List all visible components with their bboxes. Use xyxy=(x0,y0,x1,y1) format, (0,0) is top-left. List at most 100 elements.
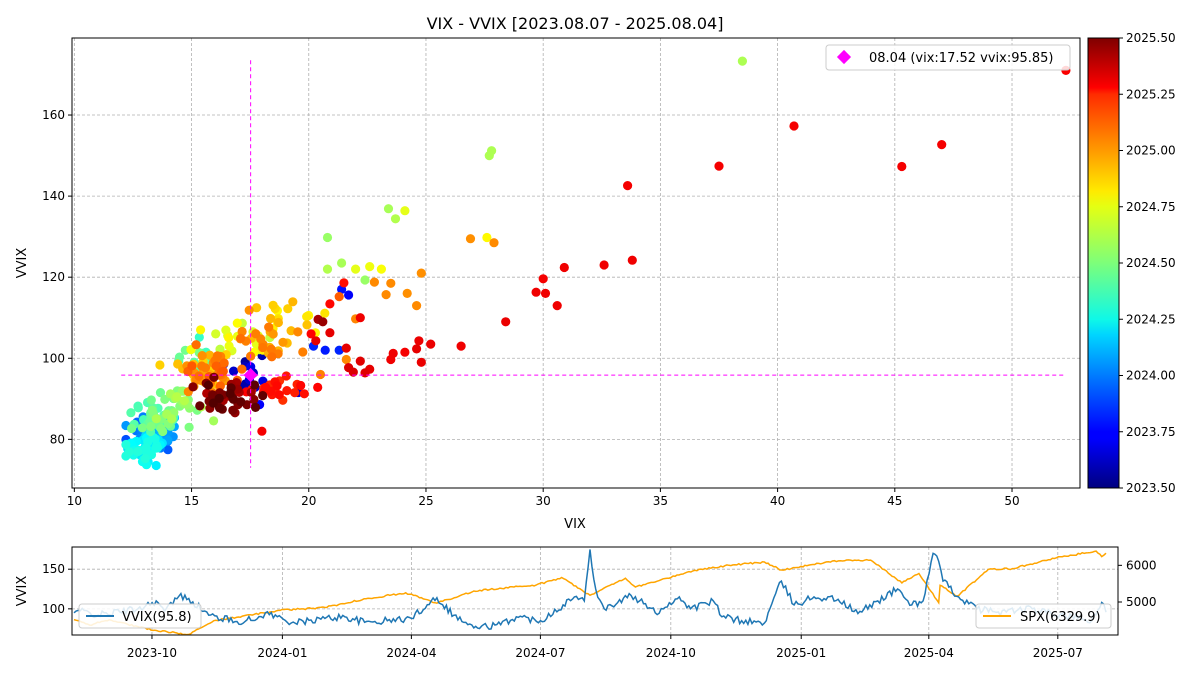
legend-spx-box xyxy=(975,603,1112,629)
scatter-point xyxy=(412,301,422,311)
colorbar-tick-label: 2025.25 xyxy=(1126,87,1176,101)
scatter-point xyxy=(124,447,134,457)
scatter-point xyxy=(386,354,396,365)
x-tick-label: 35 xyxy=(653,494,668,508)
scatter-point xyxy=(322,264,333,274)
main-axis-ticks: 10 15 20 25 30 35 40 45 50 80 100 120 140 160 xyxy=(42,108,1020,508)
scatter-point xyxy=(282,386,292,396)
scatter-point xyxy=(334,345,344,355)
scatter-point xyxy=(203,380,213,390)
colorbar-gradient xyxy=(1087,37,1120,489)
scatter-point xyxy=(414,336,424,346)
scatter-point xyxy=(151,443,161,453)
scatter-point xyxy=(376,264,386,274)
scatter-point xyxy=(229,366,239,376)
scatter-point xyxy=(278,337,288,347)
scatter-point xyxy=(257,426,267,436)
scatter-point xyxy=(167,414,177,424)
scatter-point xyxy=(400,347,410,357)
scatter-point xyxy=(400,206,410,216)
scatter-point xyxy=(623,181,633,191)
bottom-y-axis-label: VVIX xyxy=(15,576,30,607)
scatter-point xyxy=(195,401,205,411)
scatter-point xyxy=(197,361,207,371)
scatter-point xyxy=(456,341,466,351)
scatter-point xyxy=(140,453,150,464)
scatter-point xyxy=(133,403,143,413)
x-tick-label: 30 xyxy=(536,494,551,508)
vvix-tick-label: 100 xyxy=(42,602,65,616)
scatter-point xyxy=(264,322,274,332)
scatter-point xyxy=(246,362,256,372)
colorbar-ticks: 2023.50 2023.75 2024.00 2024.25 2024.50 2024.… xyxy=(1119,31,1176,495)
scatter-point xyxy=(412,344,422,354)
scatter-point xyxy=(937,140,947,150)
scatter-point xyxy=(214,393,224,403)
scatter-point xyxy=(306,329,316,339)
scatter-point xyxy=(224,341,234,351)
scatter-point xyxy=(252,303,262,313)
scatter-point xyxy=(320,345,330,355)
scatter-point xyxy=(249,380,260,390)
bottom-series-lines xyxy=(73,549,1107,635)
scatter-point xyxy=(334,292,344,302)
scatter-point xyxy=(151,414,161,424)
main-plot-frame xyxy=(71,37,1081,489)
legend: 08.04 (vix:17.52 vvix:95.85) xyxy=(825,44,1071,71)
scatter-point xyxy=(179,396,189,406)
scatter-point xyxy=(381,290,391,300)
x-tick-label: 40 xyxy=(770,494,785,508)
time-tick-label: 2024-07 xyxy=(515,646,565,660)
scatter-point xyxy=(293,327,303,337)
scatter-point xyxy=(290,388,300,398)
scatter-point xyxy=(489,238,499,248)
scatter-point xyxy=(337,258,347,268)
scatter-point xyxy=(360,275,370,285)
scatter-point xyxy=(172,392,182,402)
spx-tick-label: 5000 xyxy=(1126,595,1157,609)
colorbar-tick-label: 2023.75 xyxy=(1126,425,1176,439)
scatter-point xyxy=(311,336,321,346)
scatter-point xyxy=(484,151,494,161)
colorbar-tick-label: 2024.00 xyxy=(1126,369,1176,383)
scatter-point xyxy=(789,121,799,131)
y-tick-label: 120 xyxy=(42,270,65,284)
scatter-point xyxy=(897,161,907,172)
scatter-point xyxy=(344,363,354,373)
scatter-point xyxy=(302,312,312,322)
colorbar-tick-label: 2025.50 xyxy=(1126,31,1176,45)
scatter-point xyxy=(272,381,282,391)
scatter-point xyxy=(194,371,204,381)
scatter-point xyxy=(209,416,219,426)
scatter-point xyxy=(416,357,426,367)
legend-spx: SPX(6329.9) xyxy=(975,603,1112,629)
scatter-point xyxy=(158,426,168,437)
scatter-point xyxy=(160,394,170,404)
scatter-point xyxy=(299,389,309,399)
scatter-point xyxy=(531,287,541,297)
scatter-point xyxy=(274,390,284,400)
vvix-line xyxy=(73,549,1107,631)
scatter-point xyxy=(196,325,206,335)
scatter-point xyxy=(318,317,328,327)
legend-vvix-label: VVIX(95.8) xyxy=(122,610,192,625)
x-tick-label: 15 xyxy=(184,494,199,508)
scatter-point xyxy=(341,354,351,365)
scatter-point xyxy=(298,347,308,357)
legend-vvix-box xyxy=(78,603,202,629)
scatter-point xyxy=(214,403,225,413)
legend-box xyxy=(825,44,1071,71)
scatter-point xyxy=(341,343,351,353)
scatter-point xyxy=(133,447,143,457)
scatter-point xyxy=(197,351,207,361)
y-tick-label: 140 xyxy=(42,189,65,203)
colorbar-tick-label: 2025.00 xyxy=(1126,144,1176,158)
scatter-point xyxy=(187,361,197,371)
y-tick-label: 80 xyxy=(50,432,65,446)
scatter-point xyxy=(266,344,276,354)
scatter-point xyxy=(212,351,222,361)
scatter-point xyxy=(209,372,219,382)
scatter-point xyxy=(355,313,365,323)
